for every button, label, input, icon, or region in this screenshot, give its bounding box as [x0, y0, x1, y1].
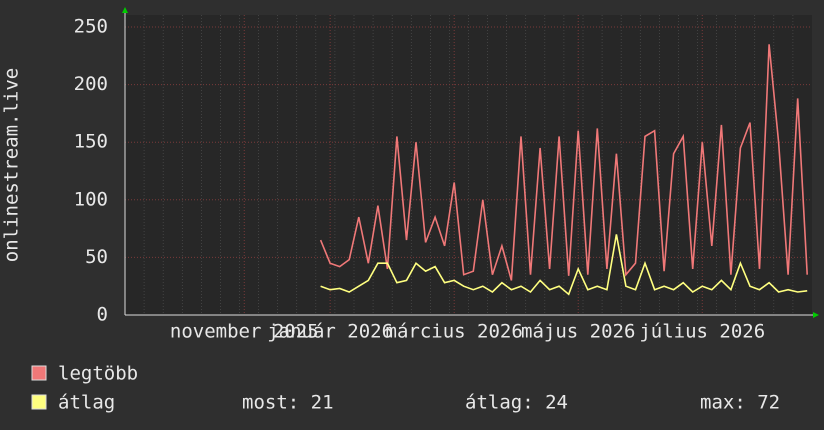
y-tick-label: 100: [74, 188, 108, 210]
series-line: [319, 44, 808, 281]
legend-label: legtöbb: [58, 363, 138, 385]
lines: [319, 44, 808, 296]
arrow: [813, 312, 819, 318]
y-tick-label: 150: [74, 131, 108, 153]
x-tick-label: március 2026: [386, 321, 523, 343]
x-tick-label: július 2026: [639, 321, 765, 343]
x-tick-label: január 2026: [267, 321, 393, 343]
x-tick-label: május 2026: [521, 321, 635, 343]
stat: max: 72: [700, 392, 780, 414]
x-tick-label: november 2025: [170, 321, 319, 343]
arrow: [122, 7, 128, 13]
series-line: [320, 234, 808, 296]
stat: átlag: 24: [465, 392, 568, 414]
y-tick-label: 50: [85, 246, 108, 268]
stat: most: 21: [242, 392, 334, 414]
y-tick-label: 250: [74, 16, 108, 38]
y-axis-label: onlinestream.live: [1, 68, 23, 262]
y-tick-label: 0: [97, 304, 108, 326]
legend-swatch: [31, 394, 47, 410]
legend-swatch: [31, 365, 47, 381]
y-tick-label: 200: [74, 73, 108, 95]
legend-label: átlag: [58, 392, 115, 414]
